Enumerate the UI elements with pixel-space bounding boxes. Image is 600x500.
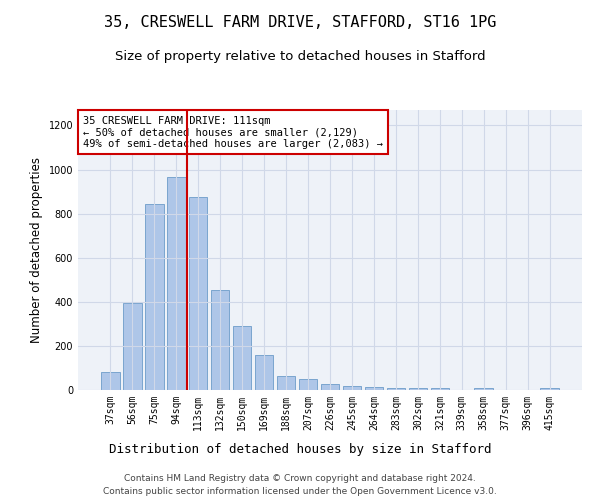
Bar	[255, 354, 274, 390]
Bar	[320, 384, 340, 390]
Bar	[189, 197, 208, 390]
Bar	[365, 386, 383, 390]
Bar	[431, 388, 449, 390]
Bar	[167, 177, 185, 390]
Bar	[123, 303, 142, 390]
Text: Distribution of detached houses by size in Stafford: Distribution of detached houses by size …	[109, 442, 491, 456]
Bar	[277, 376, 295, 390]
Bar	[343, 386, 361, 390]
Bar	[101, 372, 119, 390]
Bar	[541, 388, 559, 390]
Bar	[409, 388, 427, 390]
Bar	[299, 380, 317, 390]
Bar	[386, 388, 405, 390]
Text: 35 CRESWELL FARM DRIVE: 111sqm
← 50% of detached houses are smaller (2,129)
49% : 35 CRESWELL FARM DRIVE: 111sqm ← 50% of …	[83, 116, 383, 149]
Bar	[145, 204, 164, 390]
Bar	[475, 388, 493, 390]
Bar	[211, 290, 229, 390]
Text: Size of property relative to detached houses in Stafford: Size of property relative to detached ho…	[115, 50, 485, 63]
Text: Contains public sector information licensed under the Open Government Licence v3: Contains public sector information licen…	[103, 488, 497, 496]
Text: 35, CRESWELL FARM DRIVE, STAFFORD, ST16 1PG: 35, CRESWELL FARM DRIVE, STAFFORD, ST16 …	[104, 15, 496, 30]
Y-axis label: Number of detached properties: Number of detached properties	[30, 157, 43, 343]
Bar	[233, 326, 251, 390]
Text: Contains HM Land Registry data © Crown copyright and database right 2024.: Contains HM Land Registry data © Crown c…	[124, 474, 476, 483]
